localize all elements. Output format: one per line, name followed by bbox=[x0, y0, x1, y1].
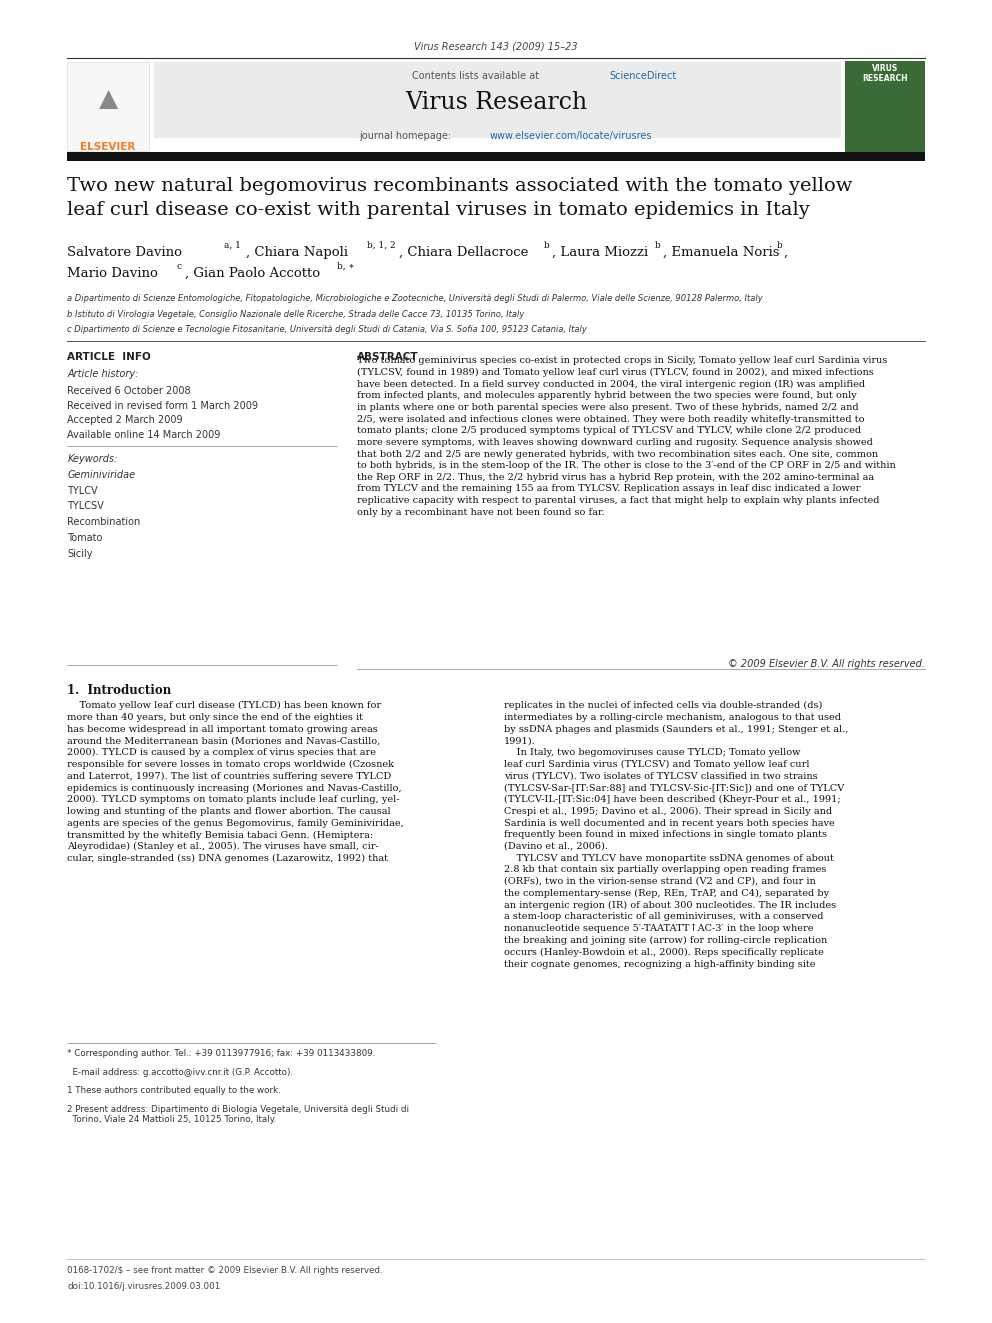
Text: Contents lists available at: Contents lists available at bbox=[412, 71, 542, 82]
Text: Accepted 2 March 2009: Accepted 2 March 2009 bbox=[67, 415, 184, 426]
Text: , Chiara Dellacroce: , Chiara Dellacroce bbox=[399, 246, 528, 259]
Text: TYLCV: TYLCV bbox=[67, 486, 98, 496]
Text: , Chiara Napoli: , Chiara Napoli bbox=[246, 246, 348, 259]
Text: Virus Research 143 (2009) 15–23: Virus Research 143 (2009) 15–23 bbox=[415, 41, 577, 52]
Text: * Corresponding author. Tel.: +39 0113977916; fax: +39 0113433809.: * Corresponding author. Tel.: +39 011397… bbox=[67, 1049, 376, 1058]
Text: 1 These authors contributed equally to the work.: 1 These authors contributed equally to t… bbox=[67, 1086, 281, 1095]
Text: 1.  Introduction: 1. Introduction bbox=[67, 684, 172, 697]
Text: c: c bbox=[177, 262, 182, 271]
Text: ABSTRACT: ABSTRACT bbox=[357, 352, 419, 363]
Text: , Gian Paolo Accotto: , Gian Paolo Accotto bbox=[185, 267, 319, 280]
Text: Tomato yellow leaf curl disease (TYLCD) has been known for
more than 40 years, b: Tomato yellow leaf curl disease (TYLCD) … bbox=[67, 701, 404, 864]
Text: Salvatore Davino: Salvatore Davino bbox=[67, 246, 183, 259]
Text: www.elsevier.com/locate/virusres: www.elsevier.com/locate/virusres bbox=[490, 131, 653, 142]
Text: replicates in the nuclei of infected cells via double-stranded (ds)
intermediate: replicates in the nuclei of infected cel… bbox=[504, 701, 848, 968]
Text: Sicily: Sicily bbox=[67, 549, 93, 560]
Text: , Emanuela Noris: , Emanuela Noris bbox=[663, 246, 779, 259]
Text: 2 Present address: Dipartimento di Biologia Vegetale, Università degli Studi di
: 2 Present address: Dipartimento di Biolo… bbox=[67, 1105, 410, 1125]
Text: , Laura Miozzi: , Laura Miozzi bbox=[552, 246, 648, 259]
Text: Tomato: Tomato bbox=[67, 533, 103, 544]
Text: Received 6 October 2008: Received 6 October 2008 bbox=[67, 386, 191, 397]
Text: Geminiviridae: Geminiviridae bbox=[67, 470, 136, 480]
Text: b, ∗: b, ∗ bbox=[337, 262, 355, 271]
Text: b, 1, 2: b, 1, 2 bbox=[367, 241, 396, 250]
Text: VIRUS
RESEARCH: VIRUS RESEARCH bbox=[862, 64, 908, 83]
Text: Two new natural begomovirus recombinants associated with the tomato yellow
leaf : Two new natural begomovirus recombinants… bbox=[67, 177, 853, 218]
Text: E-mail address: g.accotto@ivv.cnr.it (G.P. Accotto).: E-mail address: g.accotto@ivv.cnr.it (G.… bbox=[67, 1068, 294, 1077]
Text: Keywords:: Keywords: bbox=[67, 454, 118, 464]
Text: Mario Davino: Mario Davino bbox=[67, 267, 159, 280]
Text: ,: , bbox=[784, 246, 788, 259]
Text: ARTICLE  INFO: ARTICLE INFO bbox=[67, 352, 151, 363]
Text: Virus Research: Virus Research bbox=[405, 91, 587, 114]
Text: ELSEVIER: ELSEVIER bbox=[80, 142, 136, 152]
Text: Received in revised form 1 March 2009: Received in revised form 1 March 2009 bbox=[67, 401, 259, 411]
Text: Two tomato geminivirus species co-exist in protected crops in Sicily, Tomato yel: Two tomato geminivirus species co-exist … bbox=[357, 356, 896, 517]
Text: b: b bbox=[777, 241, 783, 250]
Text: doi:10.1016/j.virusres.2009.03.001: doi:10.1016/j.virusres.2009.03.001 bbox=[67, 1282, 220, 1291]
Text: b Istituto di Virologia Vegetale, Consiglio Nazionale delle Ricerche, Strada del: b Istituto di Virologia Vegetale, Consig… bbox=[67, 310, 525, 319]
Text: b: b bbox=[655, 241, 661, 250]
Text: c Dipartimento di Scienze e Tecnologie Fitosanitarie, Università degli Studi di : c Dipartimento di Scienze e Tecnologie F… bbox=[67, 325, 587, 335]
Text: a Dipartimento di Scienze Entomologiche, Fitopatologiche, Microbiologiche e Zoot: a Dipartimento di Scienze Entomologiche,… bbox=[67, 294, 763, 303]
Text: 0168-1702/$ – see front matter © 2009 Elsevier B.V. All rights reserved.: 0168-1702/$ – see front matter © 2009 El… bbox=[67, 1266, 383, 1275]
Text: Recombination: Recombination bbox=[67, 517, 141, 528]
Text: Available online 14 March 2009: Available online 14 March 2009 bbox=[67, 430, 221, 441]
Text: ScienceDirect: ScienceDirect bbox=[609, 71, 677, 82]
Text: Article history:: Article history: bbox=[67, 369, 139, 380]
Text: journal homepage:: journal homepage: bbox=[359, 131, 454, 142]
Text: © 2009 Elsevier B.V. All rights reserved.: © 2009 Elsevier B.V. All rights reserved… bbox=[727, 659, 925, 669]
Text: a, 1: a, 1 bbox=[224, 241, 241, 250]
Text: b: b bbox=[544, 241, 550, 250]
Text: TYLCSV: TYLCSV bbox=[67, 501, 104, 512]
Text: ▲: ▲ bbox=[98, 87, 118, 111]
